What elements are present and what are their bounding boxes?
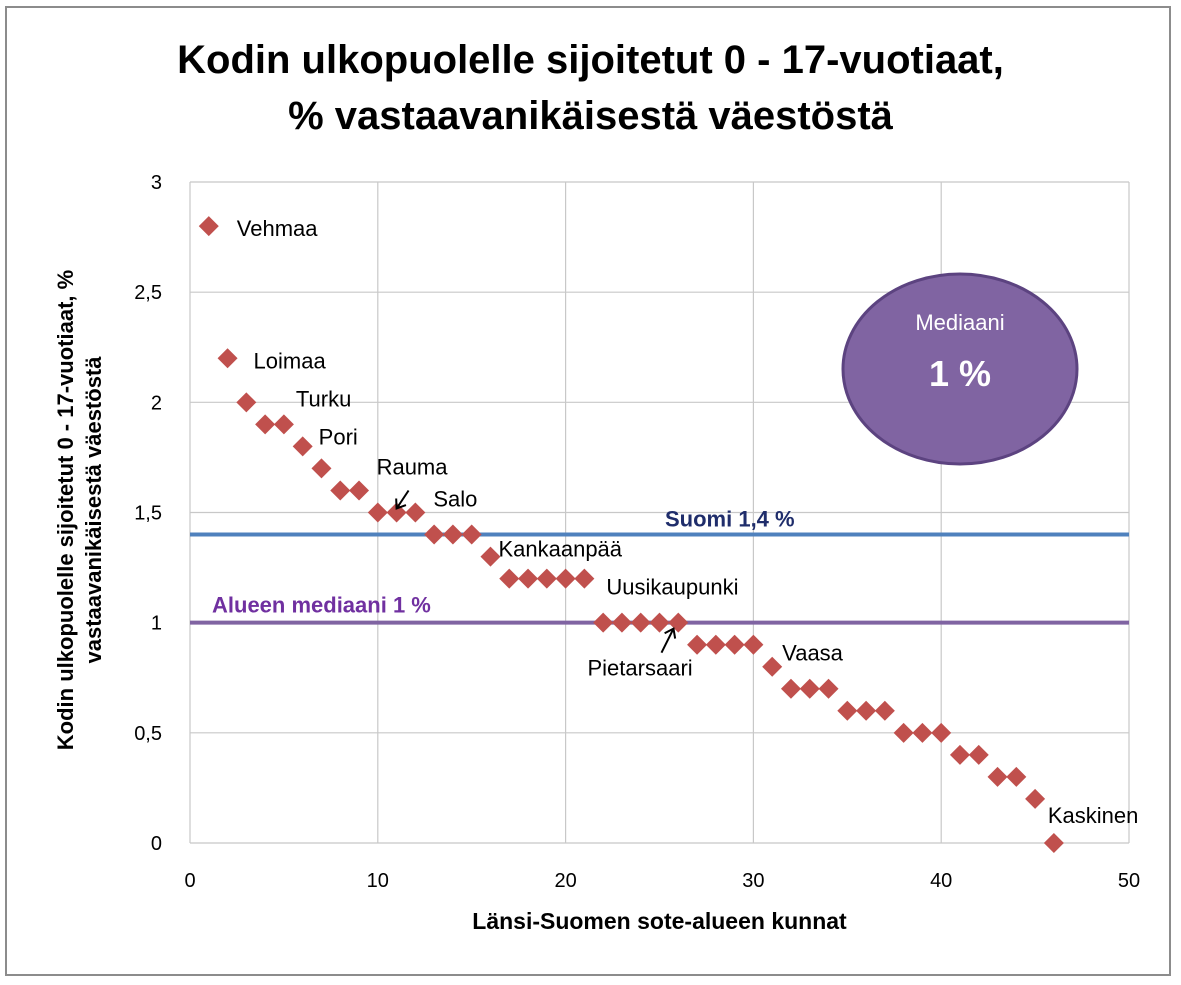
median-badge-value: 1 % — [929, 353, 991, 394]
x-tick-label: 0 — [184, 870, 195, 892]
point-label: Rauma — [377, 455, 449, 480]
data-point — [743, 634, 764, 655]
y-tick-label: 1 — [151, 613, 162, 635]
x-tick-label: 20 — [554, 870, 576, 892]
data-point — [780, 678, 801, 699]
x-tick-label: 30 — [742, 870, 764, 892]
chart-title: Kodin ulkopuolelle sijoitetut 0 - 17-vuo… — [0, 32, 1181, 144]
point-label: Salo — [433, 487, 477, 512]
data-point — [1043, 833, 1064, 853]
y-tick-label: 0 — [151, 833, 162, 855]
data-point — [273, 414, 294, 435]
point-label: Uusikaupunki — [606, 575, 738, 600]
data-point — [893, 722, 914, 743]
data-point — [574, 568, 595, 589]
data-point — [499, 568, 520, 589]
data-point — [1025, 788, 1046, 809]
data-point — [799, 678, 820, 699]
data-point — [217, 348, 238, 369]
data-point — [705, 634, 726, 655]
data-point — [949, 744, 970, 765]
data-point — [330, 480, 351, 501]
data-point — [405, 502, 426, 523]
data-point — [912, 722, 933, 743]
chart-title-line1: Kodin ulkopuolelle sijoitetut 0 - 17-vuo… — [177, 38, 1004, 82]
data-point — [837, 700, 858, 721]
y-tick-label: 2,5 — [134, 282, 162, 304]
data-point — [292, 436, 313, 457]
data-point — [1006, 766, 1027, 787]
data-point — [442, 524, 463, 545]
data-point — [198, 216, 219, 237]
median-badge-label: Mediaani — [915, 310, 1004, 335]
data-point — [461, 524, 482, 545]
data-point — [536, 568, 557, 589]
data-point — [630, 612, 651, 633]
data-point — [480, 546, 501, 567]
data-point — [611, 612, 632, 633]
data-point — [931, 722, 952, 743]
y-tick-label: 1,5 — [134, 503, 162, 525]
x-tick-label: 50 — [1118, 870, 1140, 892]
point-label: Pori — [319, 424, 358, 449]
data-point — [311, 458, 332, 479]
x-tick-label: 10 — [367, 870, 389, 892]
data-point — [236, 392, 257, 413]
data-point — [649, 612, 670, 633]
data-point — [593, 612, 614, 633]
data-point — [518, 568, 539, 589]
point-label: Kankaanpää — [498, 537, 622, 562]
data-point — [724, 634, 745, 655]
x-tick-label: 40 — [930, 870, 952, 892]
pointer-arrow-head — [395, 498, 407, 510]
reference-line-label: Alueen mediaani 1 % — [212, 593, 431, 618]
data-point — [856, 700, 877, 721]
data-point — [762, 656, 783, 677]
data-point — [349, 480, 370, 501]
data-point — [968, 744, 989, 765]
point-label: Vehmaa — [237, 216, 318, 241]
data-point — [818, 678, 839, 699]
point-label: Loimaa — [254, 348, 327, 373]
data-point — [555, 568, 576, 589]
data-point — [367, 502, 388, 523]
point-label: Kaskinen — [1048, 803, 1139, 828]
y-tick-label: 3 — [151, 172, 162, 194]
pointer-arrow — [395, 489, 410, 510]
median-badge — [841, 272, 1079, 466]
reference-line-label: Suomi 1,4 % — [665, 507, 795, 532]
chart-frame — [5, 6, 1171, 976]
chart-title-line2: % vastaavanikäisestä väestöstä — [288, 94, 893, 138]
data-point — [874, 700, 895, 721]
data-point — [255, 414, 276, 435]
data-point — [987, 766, 1008, 787]
pointer-arrow-head — [664, 627, 677, 639]
data-point — [424, 524, 445, 545]
point-label: Vaasa — [782, 641, 844, 666]
point-label: Turku — [296, 386, 351, 411]
y-tick-label: 0,5 — [134, 723, 162, 745]
x-axis-label: Länsi-Suomen sote-alueen kunnat — [472, 908, 847, 934]
y-tick-label: 2 — [151, 392, 162, 414]
point-label: Pietarsaari — [588, 656, 693, 681]
pointer-arrow — [660, 628, 675, 654]
data-point — [687, 634, 708, 655]
